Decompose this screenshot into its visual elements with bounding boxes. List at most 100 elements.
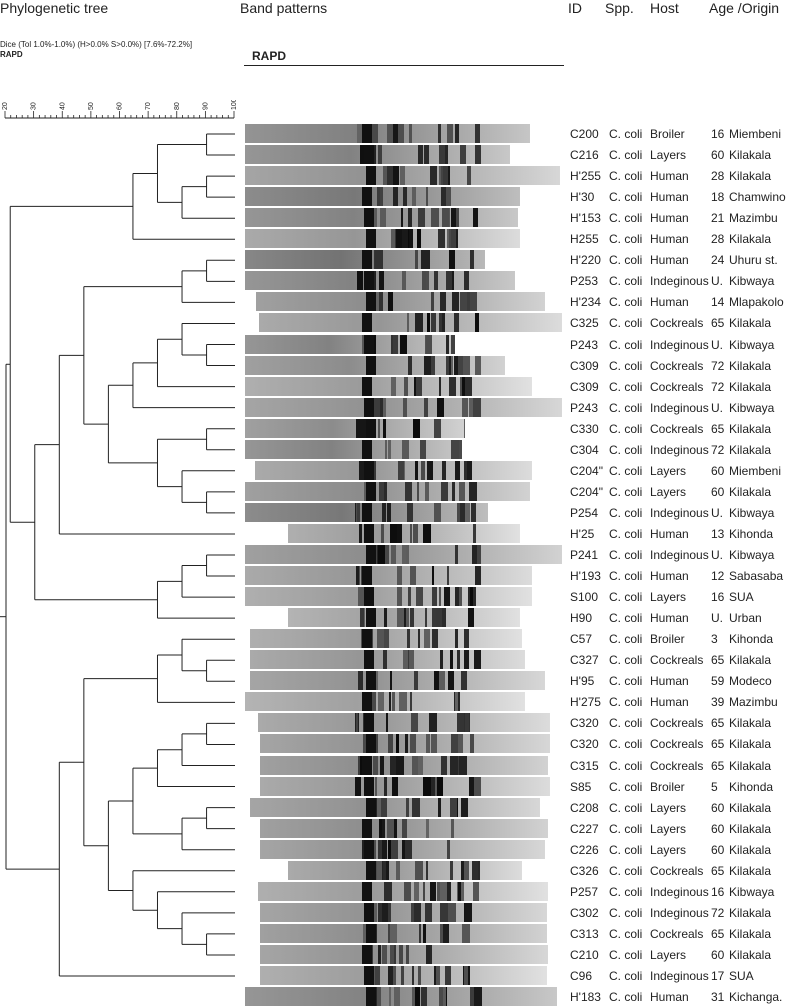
gel-lane xyxy=(245,334,455,354)
gel-band xyxy=(426,313,430,333)
gel-band xyxy=(378,818,382,838)
gel-band xyxy=(417,145,423,165)
gel-band xyxy=(431,208,440,228)
gel-band xyxy=(366,797,376,817)
gel-band xyxy=(378,902,385,922)
gel-band xyxy=(430,734,437,754)
gel-band xyxy=(424,608,428,628)
gel-band xyxy=(469,587,473,607)
gel-band xyxy=(442,166,448,186)
gel-band xyxy=(400,208,403,228)
isolate-id: P253 xyxy=(570,274,599,289)
isolate-host: Layers xyxy=(650,800,687,815)
gel-band xyxy=(421,250,428,270)
gel-band xyxy=(364,776,374,796)
isolate-id: H'220 xyxy=(570,253,601,268)
gel-band xyxy=(405,545,410,564)
gel-band xyxy=(474,355,482,375)
gel-band xyxy=(390,376,397,396)
gel-lane xyxy=(245,481,530,501)
gel-band xyxy=(450,439,459,459)
isolate-id: H'25 xyxy=(570,526,595,541)
isolate-age: U. xyxy=(711,274,723,289)
gel-band xyxy=(402,397,407,417)
gel-band xyxy=(434,418,441,438)
dendrogram xyxy=(0,133,235,977)
isolate-species: C. coli xyxy=(609,484,643,499)
gel-band xyxy=(448,376,457,396)
gel-band xyxy=(437,229,446,249)
gel-band xyxy=(418,966,421,985)
gel-lane xyxy=(245,145,510,165)
isolate-age: 16 xyxy=(711,590,725,605)
isolate-age: 28 xyxy=(711,169,725,184)
gel-band xyxy=(380,397,385,417)
isolate-host: Indeginous xyxy=(650,969,709,983)
isolate-species: C. coli xyxy=(609,842,643,857)
isolate-host: Human xyxy=(650,253,689,268)
isolate-id: C309 xyxy=(570,379,599,394)
gel-lane xyxy=(245,124,530,143)
isolate-species: C. coli xyxy=(609,695,643,710)
gel-band xyxy=(473,650,482,670)
isolate-id: C227 xyxy=(570,821,599,836)
gel-lane xyxy=(245,692,525,712)
isolate-species: C. coli xyxy=(609,295,643,310)
gel-band xyxy=(364,902,374,922)
gel-lane xyxy=(245,439,462,459)
isolate-host: Broiler xyxy=(650,779,685,794)
gel-band xyxy=(430,313,437,333)
isolate-age: 12 xyxy=(711,569,725,584)
tree-header: Phylogenetic tree xyxy=(0,0,109,16)
gel-band xyxy=(414,671,419,691)
gel-band xyxy=(411,902,417,922)
isolate-origin: Kilakala xyxy=(729,232,772,247)
isolate-id: P243 xyxy=(570,337,599,352)
gel-band xyxy=(423,523,431,543)
isolate-host: Human xyxy=(650,232,689,247)
gel-band xyxy=(408,229,413,249)
isolate-id: C204" xyxy=(570,484,603,499)
gel-band xyxy=(458,439,462,459)
scale-tick-label: 70 xyxy=(145,102,152,110)
isolate-origin: Mazimbu xyxy=(729,211,778,226)
gel-band xyxy=(358,523,363,543)
isolate-species: C. coli xyxy=(609,316,643,331)
gel-band xyxy=(441,608,447,628)
isolate-id: H'95 xyxy=(570,674,595,689)
gel-band xyxy=(455,460,460,480)
gel-band xyxy=(450,355,454,375)
gel-band xyxy=(427,460,430,480)
gel-band xyxy=(467,608,475,628)
gel-band xyxy=(378,839,382,859)
gel-lane xyxy=(250,629,522,649)
isolate-id: C330 xyxy=(570,421,599,436)
gel-band xyxy=(432,629,439,649)
gel-band xyxy=(426,818,429,838)
gel-band xyxy=(448,902,456,922)
gel-band xyxy=(373,797,381,817)
scale-tick-label: 60 xyxy=(117,102,124,110)
gel-band xyxy=(399,334,407,354)
gel-lane xyxy=(260,818,548,838)
gel-band xyxy=(429,166,437,186)
gel-band xyxy=(438,166,441,186)
gel-band xyxy=(458,881,462,901)
gel-band xyxy=(362,818,372,838)
isolate-host: Layers xyxy=(650,463,687,478)
gel-band xyxy=(362,187,372,207)
isolate-age: 18 xyxy=(711,190,725,205)
isolate-species: C. coli xyxy=(609,969,643,983)
gel-band xyxy=(412,418,421,438)
isolate-origin: Kilakala xyxy=(729,442,772,457)
gel-lane xyxy=(256,292,545,312)
gel-band xyxy=(474,313,480,333)
gel-band xyxy=(441,460,446,480)
isolate-id: C313 xyxy=(570,926,599,941)
isolate-origin: Kilakala xyxy=(729,358,772,373)
isolate-id: P257 xyxy=(570,884,599,899)
gel-band xyxy=(451,208,457,228)
gel-band xyxy=(423,629,431,649)
isolate-age: 65 xyxy=(711,653,725,668)
gel-band xyxy=(362,566,372,586)
